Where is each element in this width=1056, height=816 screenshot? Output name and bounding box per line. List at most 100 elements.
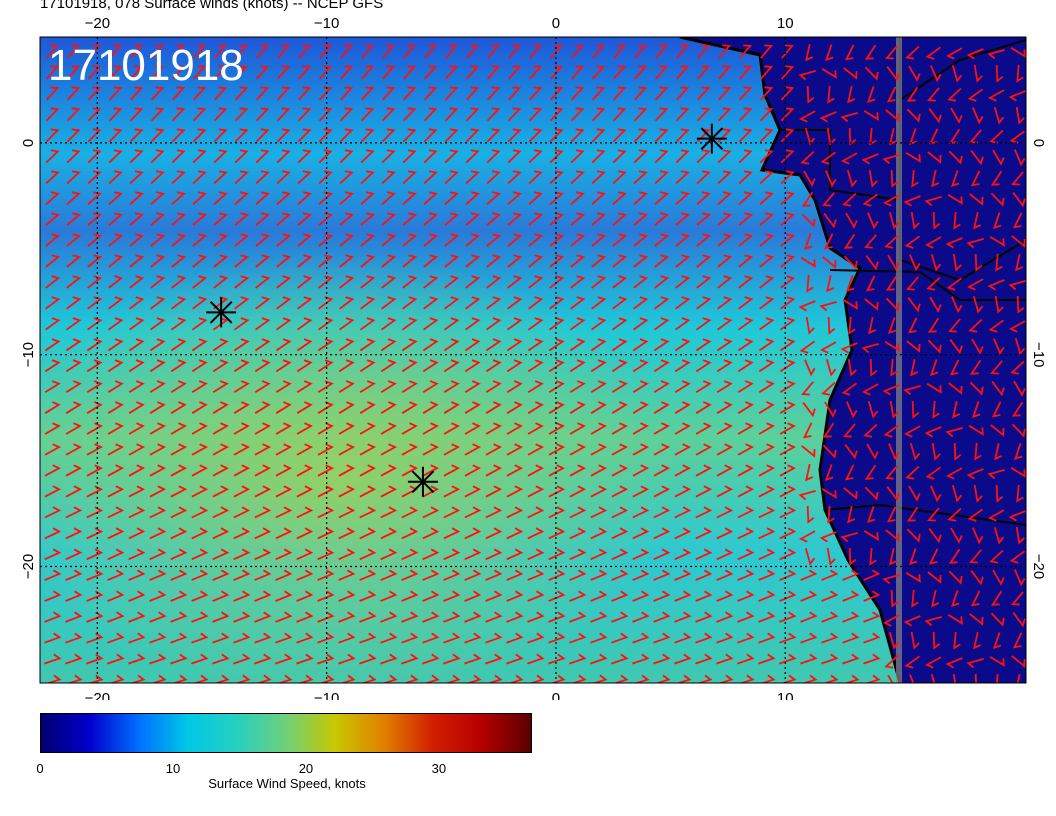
wind-barb xyxy=(821,590,839,602)
wind-barb xyxy=(465,86,480,101)
wind-barb xyxy=(889,400,899,419)
wind-barb xyxy=(423,128,438,143)
wind-barb xyxy=(953,211,961,230)
wind-barb xyxy=(654,233,670,247)
wind-barb xyxy=(318,128,333,143)
wind-barb xyxy=(780,107,795,122)
wind-barb xyxy=(842,611,860,623)
wind-barb xyxy=(507,107,522,122)
wind-barb xyxy=(507,170,522,185)
wind-barb xyxy=(67,65,81,80)
wind-barb xyxy=(779,611,797,623)
wind-barb xyxy=(590,422,607,435)
wind-barb xyxy=(128,611,146,623)
wind-barb xyxy=(738,128,753,143)
wind-barb xyxy=(695,590,713,602)
wind-barb xyxy=(927,571,942,584)
wind-barb xyxy=(65,569,83,581)
wind-barb xyxy=(191,548,209,561)
wind-barb xyxy=(380,401,397,414)
wind-barb xyxy=(779,590,797,602)
wind-barb xyxy=(149,422,166,435)
wind-barb xyxy=(255,296,271,310)
wind-barb xyxy=(254,653,272,665)
wind-barb xyxy=(507,86,522,101)
wind-barb xyxy=(108,149,123,164)
wind-barb xyxy=(737,380,754,394)
wind-barb xyxy=(632,359,649,373)
wind-barb xyxy=(486,107,501,122)
wind-barb xyxy=(338,464,355,477)
wind-barb xyxy=(528,170,543,185)
wind-barb xyxy=(424,65,438,80)
wind-barb xyxy=(128,569,146,581)
wind-barb xyxy=(974,442,982,461)
wind-barb xyxy=(45,191,60,205)
wind-barb xyxy=(128,548,146,561)
wind-barb xyxy=(802,402,816,418)
wind-barb xyxy=(695,506,713,519)
wind-barb xyxy=(591,107,606,122)
wind-barb xyxy=(44,548,62,561)
wind-barb xyxy=(886,66,900,82)
wind-barb xyxy=(906,528,921,543)
wind-barb xyxy=(840,532,858,543)
wind-barb xyxy=(234,191,249,205)
wind-barb xyxy=(1008,90,1026,102)
wind-barb xyxy=(909,254,921,272)
wind-barb xyxy=(444,170,459,185)
wind-barb xyxy=(191,569,209,581)
wind-barb xyxy=(654,296,670,310)
wind-barb xyxy=(191,422,208,435)
storm-marker xyxy=(206,297,237,328)
wind-barb xyxy=(233,443,250,456)
wind-barb xyxy=(65,443,82,456)
wind-barb xyxy=(485,359,502,373)
wind-barb xyxy=(569,569,587,581)
wind-barb xyxy=(86,422,103,435)
wind-barb xyxy=(254,569,272,581)
wind-barb xyxy=(527,653,545,665)
wind-barb xyxy=(591,86,606,101)
wind-barb xyxy=(950,170,960,187)
wind-barb xyxy=(422,401,439,414)
wind-barb xyxy=(46,65,60,80)
wind-barb xyxy=(590,653,608,665)
wind-barb xyxy=(276,275,292,289)
wind-barb xyxy=(129,254,145,268)
wind-barb xyxy=(861,343,879,354)
wind-barb xyxy=(611,464,628,477)
wind-barb xyxy=(548,401,565,414)
wind-barb xyxy=(931,170,940,188)
wind-barb xyxy=(297,170,312,185)
wind-barb xyxy=(213,128,228,143)
wind-barb xyxy=(212,422,229,435)
wind-barb xyxy=(233,569,251,581)
wind-barb xyxy=(381,107,396,122)
wind-barb xyxy=(318,233,334,247)
wind-barb xyxy=(107,317,124,331)
wind-barb xyxy=(906,86,919,102)
wind-barb xyxy=(950,107,963,124)
wind-barb xyxy=(191,401,208,414)
wind-barb xyxy=(359,590,377,602)
wind-barb xyxy=(904,235,921,249)
wind-barb xyxy=(779,401,796,414)
wind-barb xyxy=(422,317,439,331)
wind-barb xyxy=(759,275,775,289)
wind-barb xyxy=(172,65,186,80)
wind-barb xyxy=(737,506,755,519)
wind-barb xyxy=(381,149,396,164)
wind-barb xyxy=(107,422,124,435)
wind-barb xyxy=(107,485,125,498)
wind-barb xyxy=(971,401,981,418)
wind-barb xyxy=(842,632,860,644)
wind-barb xyxy=(995,253,1003,272)
wind-barb xyxy=(569,401,586,414)
wind-barb xyxy=(87,275,103,289)
wind-barb xyxy=(848,127,857,146)
wind-barb xyxy=(633,275,649,289)
wind-barb xyxy=(276,233,292,247)
wind-barb xyxy=(528,107,543,122)
wind-barb xyxy=(107,590,125,602)
